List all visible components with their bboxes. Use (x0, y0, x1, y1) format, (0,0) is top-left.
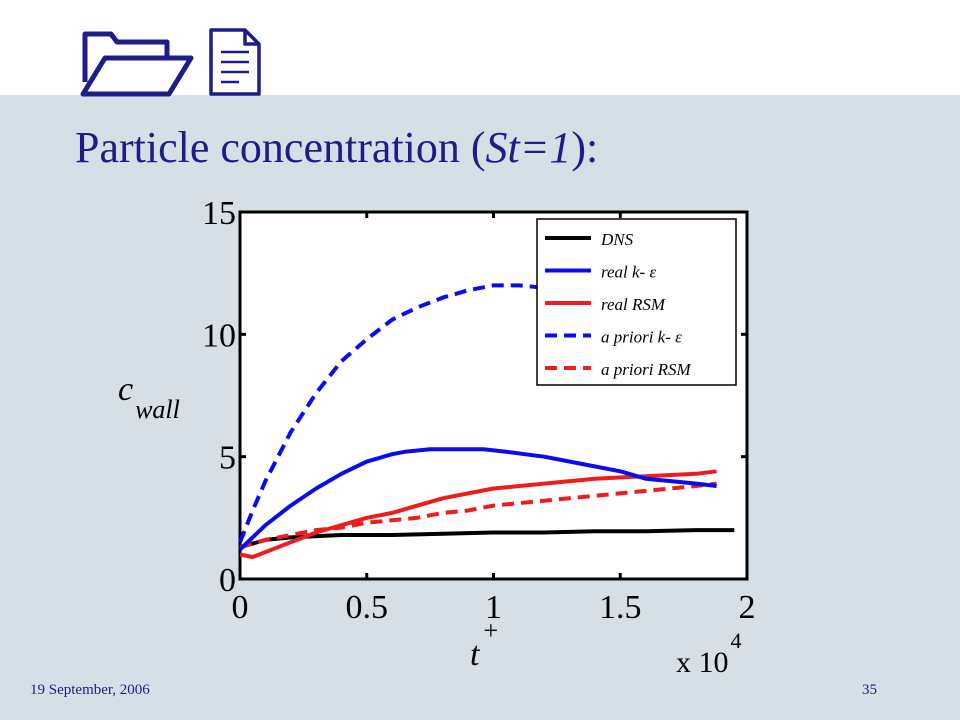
logo (80, 28, 261, 97)
series-line (238, 447, 717, 552)
y-tick-label: 15 (202, 195, 236, 232)
legend: DNS real k- ε real RSM a priori k- ε a prior… (536, 218, 737, 386)
x-tick-label: 0 (232, 589, 249, 626)
series-line (239, 469, 717, 559)
y-axis-label-sub: wall (135, 395, 180, 424)
legend-label: a priori RSM (601, 360, 692, 379)
document-icon (209, 28, 261, 96)
x-tick-label: 2 (739, 589, 756, 626)
series-line (238, 283, 717, 544)
y-axis-label: cwall (118, 371, 180, 424)
tick-labels: 0 0.5 1 1.5 2 0 5 10 15 (202, 195, 756, 626)
legend-items: DNS real k- ε real RSM a priori k- ε a prior… (545, 230, 692, 379)
y-tick-label: 0 (219, 562, 236, 599)
x-multiplier-exp: 4 (731, 628, 742, 653)
x-axis-label-main: t (470, 636, 481, 673)
footer-date: 19 September, 2006 (30, 682, 150, 698)
title-prefix: Particle concentration ( (75, 123, 486, 172)
x-axis-label-sup: + (483, 616, 498, 645)
legend-label: real k- ε (601, 263, 656, 282)
x-tick-label: 1 (485, 589, 502, 626)
x-tick-label: 0.5 (346, 589, 389, 626)
legend-label: real RSM (601, 295, 666, 314)
y-tick-label: 10 (202, 317, 236, 354)
x-multiplier-base: x 10 (676, 646, 729, 679)
series-lines (238, 283, 735, 559)
x-multiplier: x 104 (676, 628, 742, 679)
folder-icon (80, 31, 194, 97)
page-number: 35 (862, 682, 877, 698)
x-tick-label: 1.5 (599, 589, 642, 626)
title-italic: St=1 (485, 123, 572, 172)
y-tick-label: 5 (219, 440, 236, 477)
y-axis-label-main: c (118, 371, 133, 408)
title-suffix: ): (571, 123, 599, 172)
legend-label: DNS (600, 230, 634, 249)
series-line (239, 481, 717, 550)
page-title: Particle concentration (St=1): (75, 122, 598, 173)
x-axis-label: t+ (470, 616, 498, 673)
axis-ticks (240, 212, 747, 579)
legend-label: a priori k- ε (601, 328, 682, 347)
